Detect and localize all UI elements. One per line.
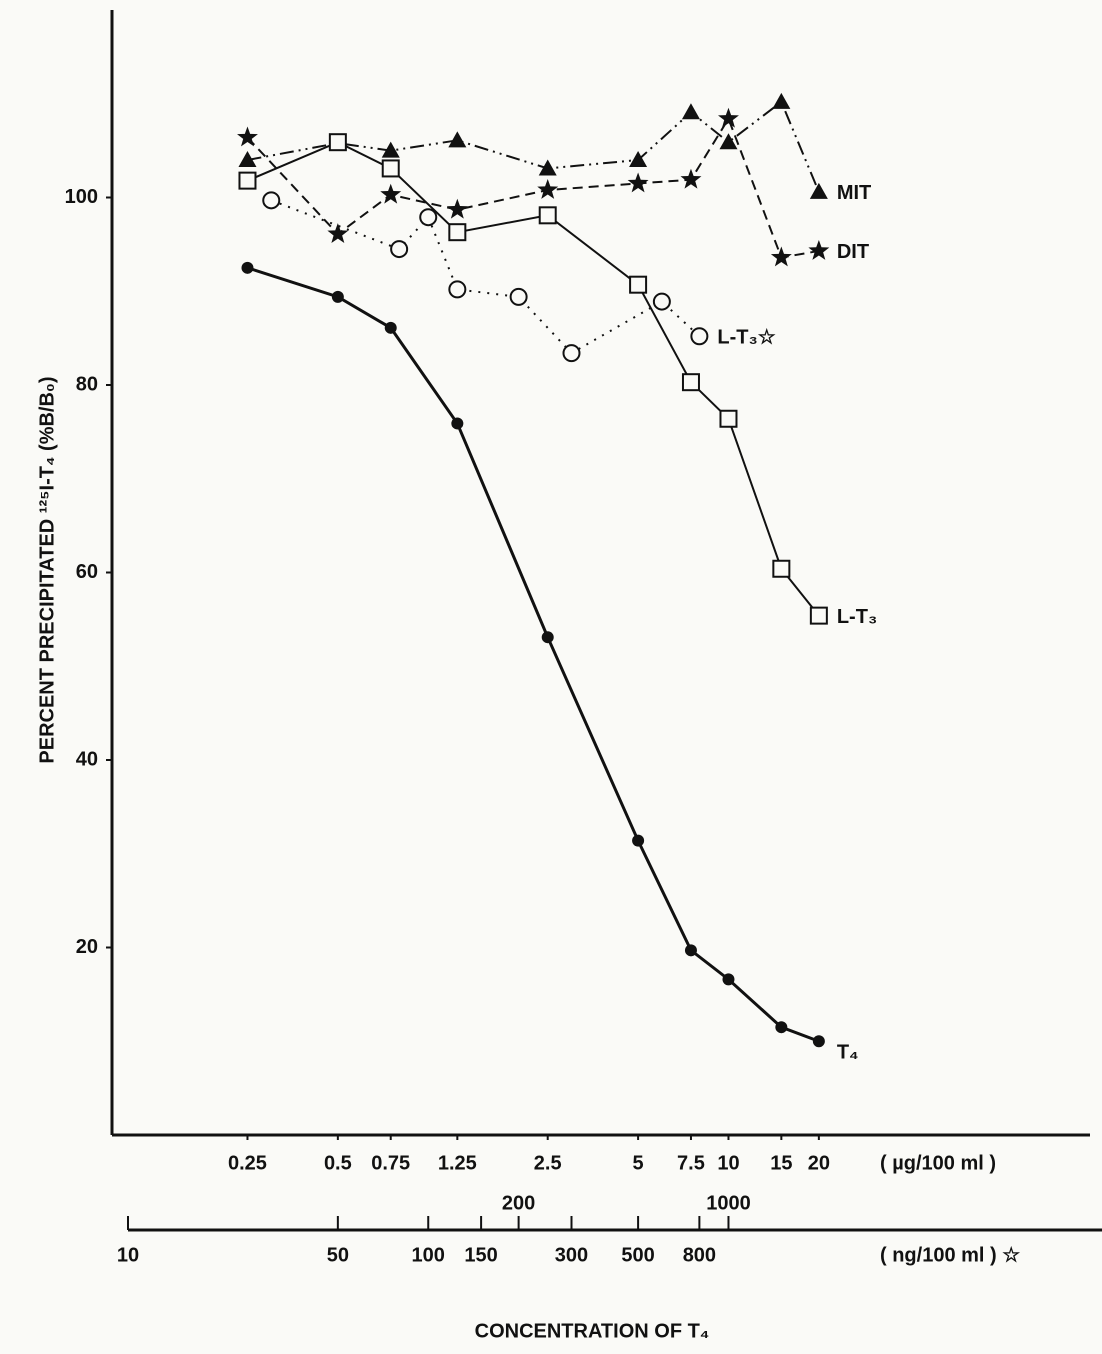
x2-tick-label: 1000 <box>706 1192 751 1214</box>
marker <box>262 191 281 210</box>
marker <box>448 280 467 299</box>
x-tick-label: 10 <box>717 1152 739 1174</box>
x-tick-label: 0.5 <box>324 1152 352 1174</box>
marker <box>390 240 409 259</box>
series-label: L-T₃☆ <box>717 327 775 349</box>
marker <box>237 126 258 147</box>
series-label: T₄ <box>837 1042 859 1064</box>
marker <box>241 261 254 274</box>
marker <box>812 1035 825 1048</box>
marker <box>380 183 402 204</box>
x-axis-label: CONCENTRATION OF T₄ <box>475 1320 710 1342</box>
marker <box>681 373 700 392</box>
marker <box>719 133 738 150</box>
x-tick-label: 0.25 <box>228 1152 267 1174</box>
marker <box>627 172 649 193</box>
marker <box>538 206 557 225</box>
marker <box>629 151 648 167</box>
marker <box>770 246 792 267</box>
marker <box>451 417 464 430</box>
x2-tick-label: 100 <box>412 1244 445 1266</box>
x2-unit: ( ng/100 ml ) ☆ <box>880 1244 1020 1266</box>
x-tick-label: 2.5 <box>534 1152 562 1174</box>
marker <box>652 292 671 311</box>
series-line <box>246 116 820 259</box>
x2-tick-label: 200 <box>502 1192 535 1214</box>
marker <box>772 559 791 578</box>
marker <box>419 208 438 227</box>
x-tick-label: 7.5 <box>677 1152 705 1174</box>
x2-tick-label: 150 <box>464 1244 497 1266</box>
x-unit: ( µg/100 ml ) <box>880 1152 996 1174</box>
marker <box>718 107 739 128</box>
y-tick-label: 80 <box>76 373 98 395</box>
marker <box>772 92 791 109</box>
x-tick-label: 20 <box>808 1152 830 1174</box>
x2-tick-label: 800 <box>683 1244 716 1266</box>
x2-tick-label: 10 <box>117 1244 139 1266</box>
marker <box>446 198 468 219</box>
x2-tick-label: 500 <box>621 1244 654 1266</box>
marker <box>809 606 828 625</box>
marker <box>722 973 735 986</box>
y-axis-label: PERCENT PRECIPITATED ¹²⁵I-T₄ (%B/B₀) <box>36 376 58 763</box>
series-line <box>247 141 820 617</box>
marker <box>331 290 344 303</box>
marker <box>681 103 700 120</box>
series-line <box>247 100 820 193</box>
series-label: MIT <box>837 182 871 204</box>
series-line <box>247 266 820 1043</box>
x2-tick-label: 300 <box>555 1244 588 1266</box>
x-tick-label: 0.75 <box>371 1152 410 1174</box>
marker <box>327 223 349 243</box>
y-tick-label: 60 <box>76 561 98 583</box>
marker <box>719 409 738 428</box>
x-tick-label: 5 <box>633 1152 644 1174</box>
marker <box>538 159 557 176</box>
y-tick-label: 40 <box>76 748 98 770</box>
marker <box>328 133 347 152</box>
marker <box>448 223 467 242</box>
marker <box>381 141 400 158</box>
marker <box>537 179 559 199</box>
marker <box>448 131 467 148</box>
y-tick-label: 100 <box>65 186 98 208</box>
marker <box>632 834 645 847</box>
marker <box>509 287 528 306</box>
marker <box>541 631 554 644</box>
marker <box>238 151 257 167</box>
marker <box>562 344 581 363</box>
marker <box>809 182 828 199</box>
marker <box>680 168 702 189</box>
marker <box>629 275 648 294</box>
marker <box>684 944 697 957</box>
marker <box>775 1021 788 1034</box>
x-tick-label: 1.25 <box>438 1152 477 1174</box>
series-label: DIT <box>837 241 869 263</box>
series-label: L-T₃ <box>837 606 877 628</box>
marker <box>384 321 397 334</box>
y-tick-label: 20 <box>76 936 98 958</box>
x2-tick-label: 50 <box>327 1244 349 1266</box>
marker <box>238 171 257 190</box>
x-tick-label: 15 <box>770 1152 792 1174</box>
marker <box>381 159 400 178</box>
marker <box>690 327 709 346</box>
marker <box>808 239 830 260</box>
